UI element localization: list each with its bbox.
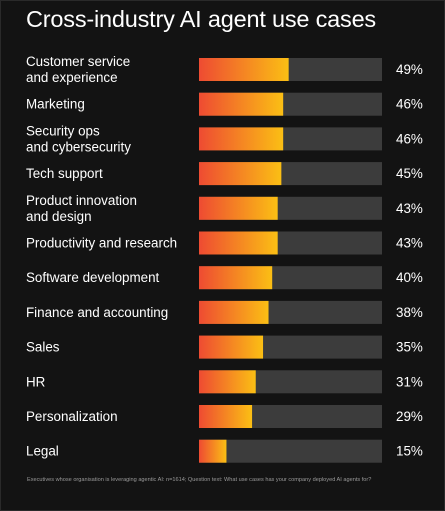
value-label: 46% <box>396 131 423 146</box>
category-label-line: and cybersecurity <box>26 139 131 154</box>
value-label: 43% <box>396 201 423 216</box>
value-label: 49% <box>396 62 423 77</box>
bar <box>199 92 284 116</box>
category-label-line: and experience <box>26 70 118 85</box>
value-label: 29% <box>396 409 423 424</box>
bar-row: Marketing 46% <box>26 92 423 116</box>
bar-row: Sales 35% <box>26 335 423 359</box>
bar <box>199 439 227 463</box>
value-label: 45% <box>396 166 423 181</box>
bar <box>199 335 264 359</box>
bar-track <box>199 439 382 463</box>
bar <box>199 370 256 394</box>
category-label-line: and design <box>26 209 92 224</box>
value-label: 31% <box>396 374 423 389</box>
bar <box>199 58 289 81</box>
value-label: 35% <box>396 340 423 355</box>
value-label: 15% <box>396 444 423 459</box>
bar-row: Tech support 45% <box>26 162 423 186</box>
bar-row: Software development 40% <box>26 266 423 290</box>
category-label: Software development <box>26 270 160 285</box>
value-label: 46% <box>396 97 423 112</box>
bar-row: Personalization 29% <box>26 405 423 428</box>
category-label-line: Software development <box>26 270 160 285</box>
category-label: Product innovation and design <box>26 193 137 224</box>
category-label-line: Finance and accounting <box>26 305 168 320</box>
category-label-line: Sales <box>26 340 60 355</box>
category-label: HR <box>26 374 46 389</box>
chart-title: Cross-industry AI agent use cases <box>26 6 376 32</box>
bar <box>199 231 278 255</box>
category-label: Productivity and research <box>26 236 177 251</box>
bar-row: Security ops and cybersecurity 46% <box>26 123 423 154</box>
chart-rows: Customer service and experience 49% Marketi… <box>26 54 423 463</box>
bar-row: Legal 15% <box>26 439 423 463</box>
value-label: 43% <box>396 236 423 251</box>
category-label-line: Personalization <box>26 409 118 424</box>
bar-row: Product innovation and design 43% <box>26 193 423 224</box>
category-label: Sales <box>26 340 60 355</box>
category-label-line: Legal <box>26 444 59 459</box>
bar-row: Finance and accounting 38% <box>26 300 423 324</box>
bar <box>199 162 282 186</box>
chart-footnote: Executives whose organisation is leverag… <box>27 477 372 483</box>
category-label-line: Marketing <box>26 97 85 112</box>
category-label-line: Product innovation <box>26 193 137 208</box>
category-label: Finance and accounting <box>26 305 168 320</box>
category-label: Customer service and experience <box>26 54 130 85</box>
bar <box>199 405 253 428</box>
bar <box>199 266 273 290</box>
category-label: Personalization <box>26 409 118 424</box>
category-label-line: Security ops <box>26 123 100 138</box>
category-label-line: Tech support <box>26 166 103 181</box>
value-label: 40% <box>396 270 423 285</box>
category-label-line: Customer service <box>26 54 130 69</box>
category-label: Security ops and cybersecurity <box>26 123 131 154</box>
category-label: Legal <box>26 444 59 459</box>
bar <box>199 300 269 324</box>
category-label: Marketing <box>26 97 85 112</box>
category-label: Tech support <box>26 166 103 181</box>
bar-row: HR 31% <box>26 370 423 394</box>
bar <box>199 196 278 220</box>
category-label-line: Productivity and research <box>26 236 177 251</box>
category-label-line: HR <box>26 374 46 389</box>
bar-row: Productivity and research 43% <box>26 231 423 255</box>
bar-row: Customer service and experience 49% <box>26 54 423 85</box>
bar <box>199 127 284 151</box>
value-label: 38% <box>396 305 423 320</box>
